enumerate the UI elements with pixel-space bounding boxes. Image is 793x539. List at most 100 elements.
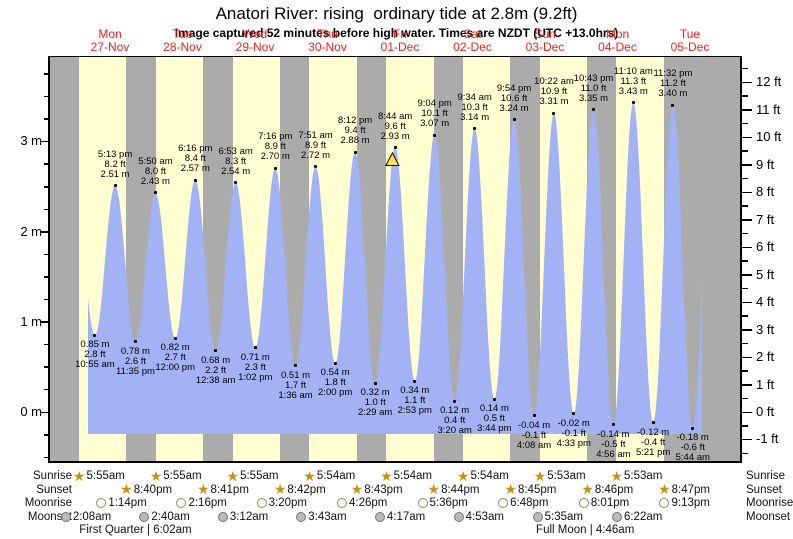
sunrise-time: 5:54am — [393, 470, 432, 482]
tide-point — [234, 181, 238, 185]
moonset-entry: 6:22am — [611, 510, 662, 524]
sunset-time: 8:45pm — [517, 483, 557, 496]
tide-label-line: 1.0 ft — [364, 397, 386, 409]
sunrise-entry: ★ 5:54am — [457, 469, 509, 483]
high-tide-label: 10:43 pm 11.0 ft 3.35 m — [557, 72, 629, 104]
y-axis-right-label: 2 ft — [756, 349, 775, 365]
tide-point — [93, 333, 97, 337]
tide-label-line: 9:54 pm — [496, 82, 532, 94]
day-label-line: Sat — [463, 27, 482, 41]
y-axis-right-label: 8 ft — [756, 184, 775, 200]
sunset-star-icon: ★ — [350, 481, 364, 497]
tide-label-line: 10:43 pm — [573, 72, 614, 84]
moonset-icon — [60, 511, 71, 522]
sunrise-entry: ★ 5:55am — [73, 469, 125, 483]
tide-label-line: 11:32 pm — [653, 68, 693, 80]
sunset-entry: ★ 8:41pm — [196, 481, 249, 497]
tide-label-line: -0.04 m — [517, 419, 551, 431]
tide-label-line: 0.71 m — [240, 351, 270, 363]
low-tide-label: -0.18 m -0.6 ft 5:44 am — [657, 433, 729, 463]
y-axis-right-label: 3 ft — [756, 321, 775, 337]
y-axis-right-tick — [742, 274, 752, 276]
y-axis-right-tick — [742, 329, 752, 331]
day-label-line: 03-Dec — [525, 40, 565, 54]
tide-label-line: 0.32 m — [360, 387, 390, 399]
sunrise-star-icon: ★ — [533, 467, 547, 484]
high-tide-label: 9:04 pm 10.1 ft 3.07 m — [399, 99, 471, 129]
tide-label-line: 11:35 pm — [116, 365, 155, 377]
moonset-time: 5:35am — [544, 510, 584, 523]
day-label: Tue 28-Nov — [147, 28, 219, 54]
y-axis-right-tick — [742, 67, 748, 70]
high-tide-label: 7:51 am 8.9 ft 2.72 m — [280, 130, 352, 161]
sunset-entry: ★ 8:43pm — [350, 481, 403, 497]
tide-label-line: 10.1 ft — [421, 108, 448, 120]
tide-label-line: 1.7 ft — [284, 379, 307, 391]
tide-point — [214, 349, 218, 353]
sunset-entry: ★ 8:40pm — [120, 482, 172, 497]
tide-label-line: -0.12 m — [637, 426, 670, 438]
sunset-row-label-right: Sunset — [746, 483, 782, 496]
tide-point — [333, 361, 337, 365]
tide-label-line: 5:21 pm — [635, 446, 671, 458]
y-axis-right-label: 4 ft — [756, 294, 775, 310]
high-tide-label: 8:12 pm 9.4 ft 2.88 m — [319, 116, 391, 146]
y-axis-right-tick — [742, 81, 752, 84]
moonrise-icon — [578, 498, 589, 508]
y-axis-right-label: 5 ft — [756, 266, 775, 282]
y-axis-left-tick — [44, 388, 50, 391]
day-label-line: Fri — [393, 27, 407, 41]
tide-label-line: 3.40 m — [658, 88, 688, 100]
low-tide-label: 0.32 m 1.0 ft 2:29 am — [339, 388, 411, 418]
x-axis-line — [48, 461, 742, 463]
tide-label-line: 1.1 ft — [404, 395, 426, 407]
y-axis-right-label: 0 ft — [756, 404, 775, 419]
tide-label-line: 2.72 m — [300, 149, 331, 161]
tide-label-line: 1:36 am — [278, 389, 313, 401]
tide-point — [193, 178, 197, 182]
tide-label-line: -0.1 ft — [561, 427, 586, 439]
moonrise-icon — [96, 498, 107, 508]
moonrise-icon — [256, 498, 267, 508]
day-label-line: Mon — [98, 27, 122, 41]
tide-label-line: 10:55 am — [75, 359, 115, 371]
sunset-star-icon: ★ — [658, 481, 671, 497]
day-label: Fri 01-Dec — [364, 28, 436, 54]
y-axis-right-tick — [742, 397, 748, 400]
tide-label-line: 11.2 ft — [660, 78, 686, 90]
tide-point — [253, 346, 257, 350]
high-tide-label: 6:53 am 8.3 ft 2.54 m — [200, 146, 272, 177]
moonrise-row-label-left: Moonrise — [24, 497, 72, 509]
y-axis-left-line — [48, 56, 50, 463]
tide-point — [473, 127, 477, 131]
moonrise-row-label-right: Moonrise — [746, 497, 793, 509]
moonrise-entry: 5:36pm — [417, 496, 468, 510]
high-tide-label: 9:54 pm 10.6 ft 3.24 m — [478, 82, 550, 114]
moonset-icon — [139, 511, 150, 522]
tide-label-line: 6:16 pm — [178, 143, 213, 155]
sunset-row-label-left: Sunset — [36, 483, 72, 496]
tide-point — [492, 397, 496, 401]
plot-top-line — [48, 56, 742, 57]
sunset-time: 8:42pm — [287, 483, 326, 496]
sunrise-star-icon: ★ — [303, 467, 316, 484]
y-axis-right-label: 9 ft — [756, 156, 775, 172]
day-label: Wed 29-Nov — [219, 28, 291, 54]
day-label-line: 27-Nov — [90, 40, 130, 54]
sunrise-time: 5:55am — [163, 470, 202, 482]
sunrise-star-icon: ★ — [226, 467, 240, 484]
tide-label-line: 10.6 ft — [500, 92, 528, 104]
tide-label-line: 8.9 ft — [264, 141, 286, 153]
sunset-star-icon: ★ — [196, 481, 210, 497]
tide-label-line: 9:04 pm — [417, 98, 452, 110]
chart-subtitle: Image captured 52 minutes before high wa… — [174, 26, 619, 40]
tide-label-line: 4:08 am — [516, 439, 552, 451]
moonrise-entry: 3:20pm — [256, 496, 307, 510]
tide-point — [294, 364, 298, 368]
y-axis-left-tick — [44, 276, 50, 278]
tide-label-line: 2.57 m — [180, 163, 210, 175]
low-tide-label: 0.54 m 1.8 ft 2:00 pm — [299, 368, 371, 398]
sunset-star-icon: ★ — [273, 481, 287, 497]
tide-label-line: 4:56 am — [596, 448, 631, 460]
high-tide-label: 10:22 am 10.9 ft 3.31 m — [518, 77, 590, 107]
